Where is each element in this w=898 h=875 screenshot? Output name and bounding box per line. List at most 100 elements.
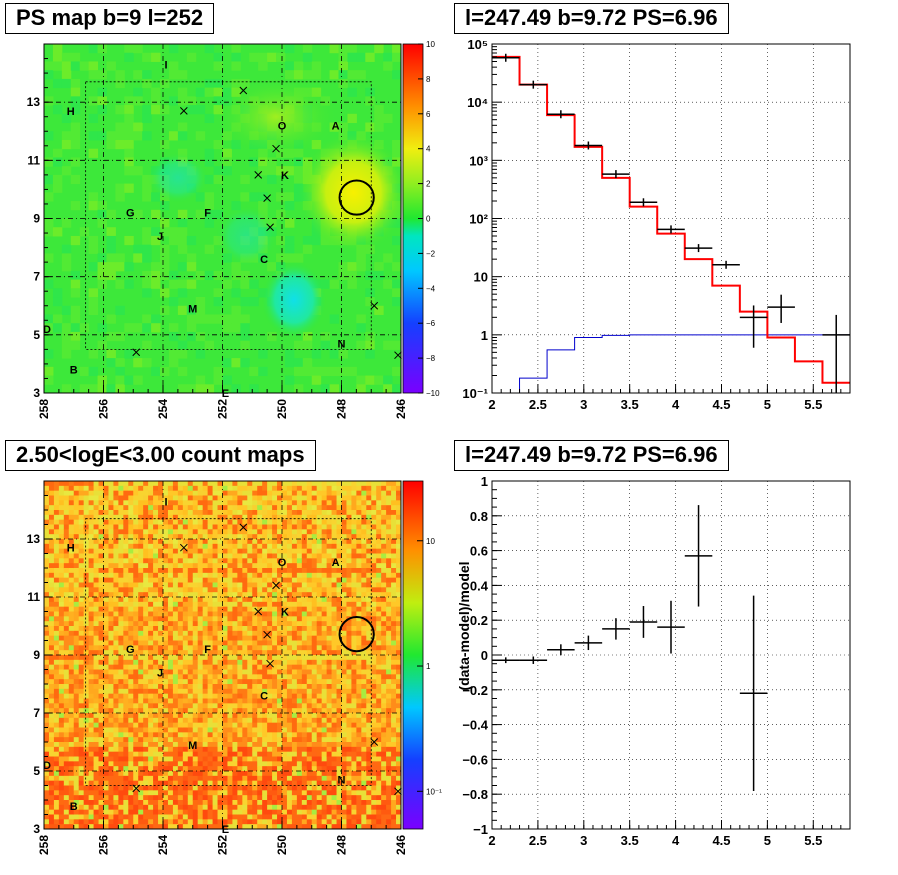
map-cell	[262, 824, 268, 830]
map-cell	[52, 105, 63, 115]
map-cell	[58, 553, 65, 559]
map-cell	[44, 519, 50, 525]
map-cell	[232, 582, 238, 588]
map-cell	[237, 630, 243, 637]
map-cell	[252, 582, 258, 588]
map-cell	[148, 495, 154, 501]
map-cell	[311, 553, 318, 559]
map-cell	[247, 669, 253, 675]
map-cell	[197, 737, 204, 743]
map-cell	[44, 717, 50, 724]
map-cell	[207, 756, 213, 762]
map-cell	[83, 495, 90, 501]
map-cell	[68, 558, 75, 564]
map-cell	[73, 761, 80, 767]
map-cell	[73, 800, 80, 806]
map-cell	[123, 616, 129, 622]
map-cell	[282, 727, 288, 733]
map-cell	[247, 490, 253, 496]
map-cell	[172, 640, 179, 646]
map-cell	[78, 481, 85, 487]
map-cell	[237, 626, 243, 632]
map-cell	[316, 824, 323, 830]
map-cell	[286, 727, 293, 733]
map-cell	[70, 87, 81, 97]
map-cell	[143, 645, 149, 651]
map-cell	[202, 771, 209, 777]
map-cell	[247, 558, 253, 564]
map-cell	[347, 279, 357, 289]
map-cell	[316, 698, 323, 704]
map-cell	[187, 713, 194, 719]
map-cell	[247, 481, 253, 487]
map-cell	[138, 669, 144, 675]
map-cell	[88, 505, 94, 511]
map-cell	[262, 785, 268, 791]
map-cell	[227, 761, 233, 767]
map-cell	[247, 732, 253, 738]
map-cell	[284, 201, 295, 211]
map-cell	[148, 742, 154, 748]
map-cell	[262, 664, 268, 670]
colorbar	[403, 44, 423, 393]
map-cell	[138, 529, 144, 535]
map-cell	[197, 514, 204, 521]
map-cell	[212, 500, 218, 506]
map-cell	[158, 674, 164, 680]
map-cell	[123, 630, 129, 637]
map-cell	[68, 587, 75, 593]
map-cell	[143, 563, 149, 569]
map-cell	[68, 775, 75, 782]
map-cell	[212, 693, 218, 699]
map-cell	[78, 514, 85, 521]
map-cell	[217, 519, 223, 525]
map-cell	[272, 756, 278, 762]
map-cell	[143, 761, 149, 767]
map-cell	[267, 524, 273, 530]
map-cell	[172, 751, 179, 757]
map-cell	[148, 534, 154, 540]
map-cell	[153, 558, 159, 564]
map-cell	[267, 592, 273, 598]
map-cell	[48, 500, 55, 506]
map-cell	[242, 635, 248, 641]
map-cell	[231, 384, 241, 394]
map-cell	[247, 713, 253, 719]
map-cell	[73, 722, 80, 728]
map-cell	[133, 606, 139, 612]
map-cell	[277, 655, 283, 661]
map-cell	[257, 655, 263, 661]
source-label: E	[222, 388, 229, 400]
map-cell	[247, 495, 253, 501]
map-cell	[291, 543, 298, 550]
map-cell	[113, 558, 119, 564]
map-cell	[83, 659, 90, 666]
map-cell	[73, 490, 80, 496]
map-cell	[197, 563, 204, 569]
map-cell	[153, 703, 159, 709]
map-cell	[98, 819, 104, 825]
map-cell	[338, 122, 348, 132]
map-cell	[187, 597, 194, 603]
map-cell	[197, 679, 204, 685]
map-cell	[222, 558, 228, 564]
map-cell	[53, 727, 60, 733]
map-cell	[232, 766, 238, 772]
map-cell	[73, 543, 80, 550]
map-cell	[108, 534, 114, 540]
map-cell	[163, 659, 169, 666]
map-cell	[58, 543, 65, 550]
map-cell	[113, 568, 119, 574]
map-cell	[78, 800, 85, 806]
cold-region	[261, 261, 326, 338]
map-cell	[123, 519, 129, 525]
map-cell	[187, 568, 194, 574]
map-cell	[222, 279, 232, 289]
map-cell	[63, 790, 70, 796]
map-cell	[311, 587, 318, 593]
map-cell	[301, 534, 308, 540]
map-cell	[88, 640, 94, 646]
map-cell	[311, 737, 318, 743]
map-cell	[58, 563, 65, 569]
